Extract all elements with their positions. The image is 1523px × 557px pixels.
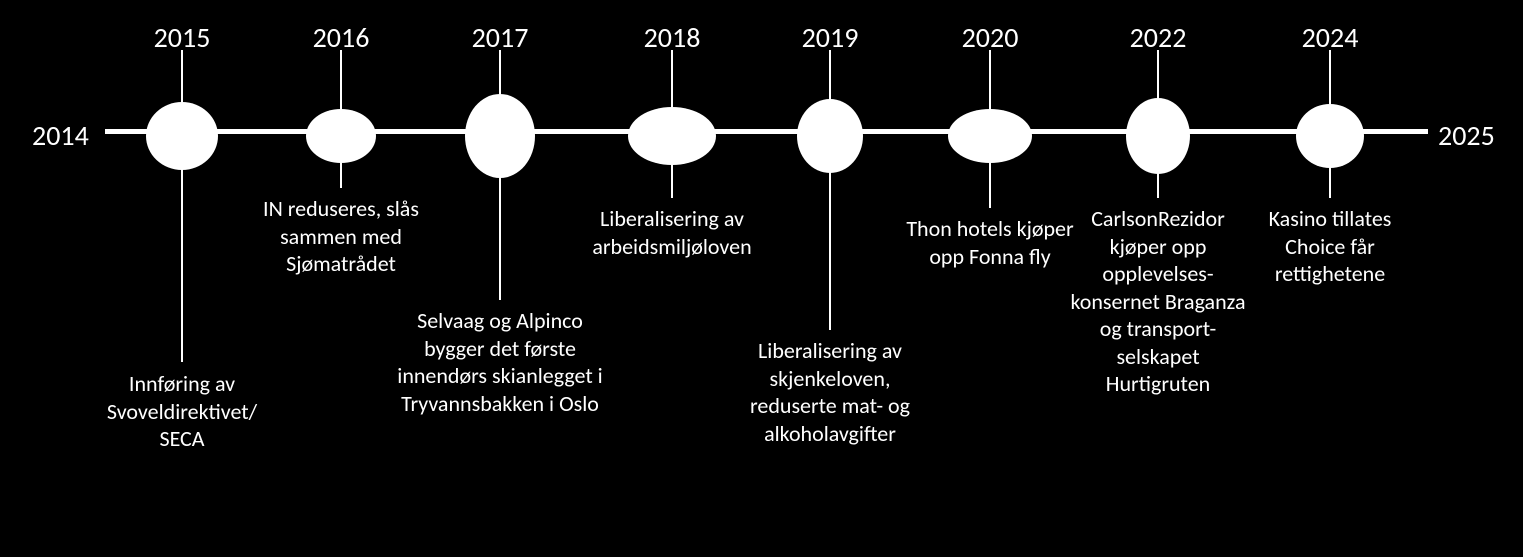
timeline-node xyxy=(948,109,1032,163)
timeline-axis-shadow xyxy=(105,134,1428,143)
timeline-year: 2015 xyxy=(154,20,211,55)
timeline-year: 2020 xyxy=(962,20,1019,55)
axis-start-year: 2014 xyxy=(32,118,89,153)
timeline-description: CarlsonRezidor kjøper opp opplevelses-ko… xyxy=(1063,205,1253,398)
timeline-year: 2019 xyxy=(802,20,859,55)
timeline-tick xyxy=(181,50,183,362)
timeline-year: 2016 xyxy=(313,20,370,55)
timeline-year: 2018 xyxy=(644,20,701,55)
timeline-node xyxy=(1126,98,1190,174)
timeline-description: Liberalisering av arbeidsmiljøloven xyxy=(562,205,782,260)
timeline-year: 2024 xyxy=(1302,20,1359,55)
timeline-stage: { "colors": { "bg": "#000000", "fg": "#f… xyxy=(0,0,1523,557)
timeline-node xyxy=(1296,104,1364,168)
timeline-description: Thon hotels kjøper opp Fonna fly xyxy=(900,215,1080,270)
axis-end-year: 2025 xyxy=(1438,118,1495,153)
timeline-description: Selvaag og Alpinco bygger det første inn… xyxy=(390,307,610,417)
timeline-node xyxy=(628,107,716,165)
timeline-node xyxy=(146,102,218,170)
timeline-year: 2017 xyxy=(472,20,529,55)
timeline-tick xyxy=(829,50,831,330)
timeline-description: IN reduseres, slås sammen med Sjømatråde… xyxy=(236,195,446,278)
timeline-node xyxy=(797,99,863,173)
timeline-node xyxy=(465,94,535,178)
timeline-description: Kasino tillates Choice får rettighetene xyxy=(1245,205,1415,288)
timeline-description: Innføring av Svoveldirektivet/ SECA xyxy=(82,370,282,453)
timeline-node xyxy=(306,109,376,163)
timeline-year: 2022 xyxy=(1130,20,1187,55)
timeline-description: Liberalisering av skjenkeloven, redusert… xyxy=(725,337,935,447)
